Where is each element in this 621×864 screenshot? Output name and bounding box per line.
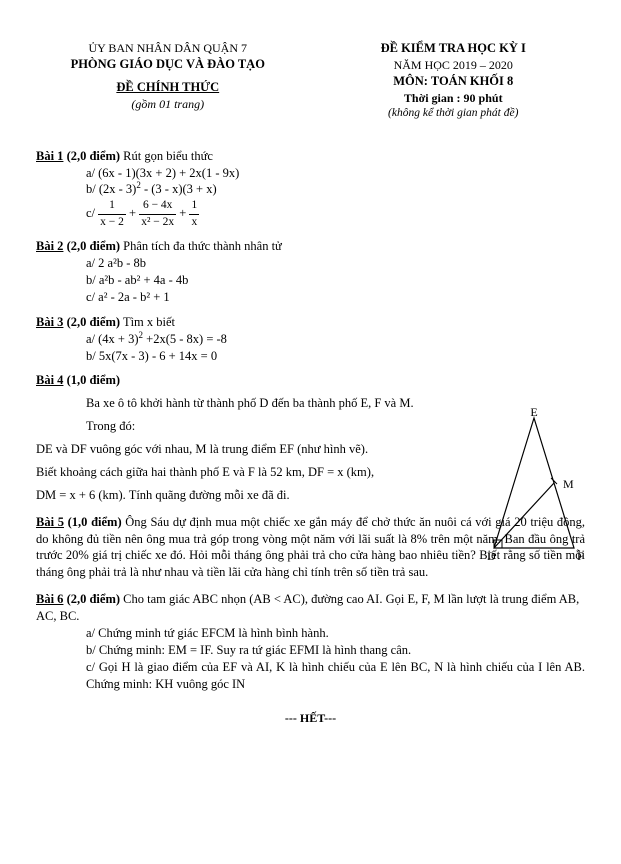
frac-3: 1x: [189, 198, 199, 230]
bai3-b: b/ 5x(7x - 3) - 6 + 14x = 0: [86, 348, 585, 365]
bai1-b-rest: - (3 - x)(3 + x): [141, 182, 217, 196]
bai6-a: a/ Chứng minh tứ giác EFCM là hình bình …: [86, 625, 585, 642]
bai1-b: b/ (2x - 3)2 - (3 - x)(3 + x): [86, 181, 585, 198]
official-label: ĐỀ CHÍNH THỨC: [116, 79, 219, 96]
bai4: Bài 4 (1,0 điểm) Ba xe ô tô khởi hành từ…: [36, 372, 585, 503]
bai4-p3: DE và DF vuông góc với nhau, M là trung …: [36, 441, 476, 458]
bai6-b: b/ Chứng minh: EM = IF. Suy ra tứ giác E…: [86, 642, 585, 659]
exam-page: ỦY BAN NHÂN DÂN QUẬN 7 PHÒNG GIÁO DỤC VÀ…: [0, 0, 621, 747]
school-year: NĂM HỌC 2019 – 2020: [321, 57, 585, 73]
bai3-points: (2,0 điểm): [67, 315, 120, 329]
bai3-prompt: Tìm x biết: [123, 315, 175, 329]
bai2-title: Bài 2: [36, 239, 63, 253]
bai3: Bài 3 (2,0 điểm) Tìm x biết a/ (4x + 3)2…: [36, 314, 585, 365]
end-marker: --- HẾT---: [36, 710, 585, 726]
bai6-title: Bài 6: [36, 592, 63, 606]
bai2-c: c/ a² - 2a - b² + 1: [86, 289, 585, 306]
issuer-line-2: PHÒNG GIÁO DỤC VÀ ĐÀO TẠO: [36, 56, 300, 73]
page-count: (gồm 01 trang): [36, 96, 300, 112]
bai4-p1: Ba xe ô tô khởi hành từ thành phố D đến …: [86, 395, 466, 412]
bai1-b-lhs: b/ (2x - 3): [86, 182, 136, 196]
label-M: M: [563, 477, 574, 491]
duration-note: (không kể thời gian phát đề): [321, 106, 585, 122]
label-E: E: [530, 408, 537, 419]
bai5-title: Bài 5: [36, 515, 64, 529]
bai6-c: c/ Gọi H là giao điểm của EF và AI, K là…: [86, 660, 585, 691]
bai3-a-rest: +2x(5 - 8x) = -8: [143, 332, 227, 346]
bai1-a: a/ (6x - 1)(3x + 2) + 2x(1 - 9x): [86, 165, 585, 182]
bai3-a: a/ (4x + 3)2 +2x(5 - 8x) = -8: [86, 331, 585, 348]
header: ỦY BAN NHÂN DÂN QUẬN 7 PHÒNG GIÁO DỤC VÀ…: [36, 40, 585, 122]
bai2-b: b/ a²b - ab² + 4a - 4b: [86, 272, 585, 289]
issuer-line-1: ỦY BAN NHÂN DÂN QUẬN 7: [36, 40, 300, 56]
bai1: Bài 1 (2,0 điểm) Rút gọn biểu thức a/ (6…: [36, 148, 585, 231]
plus-1: +: [129, 206, 139, 220]
bai1-title: Bài 1: [36, 149, 63, 163]
label-D: D: [487, 549, 496, 563]
bai1-c-label: c/: [86, 206, 98, 220]
exam-title: ĐỀ KIỂM TRA HỌC KỲ I: [321, 40, 585, 57]
bai6: Bài 6 (2,0 điểm) Cho tam giác ABC nhọn (…: [36, 591, 585, 692]
subject: MÔN: TOÁN KHỐI 8: [321, 73, 585, 90]
bai6-c-wrap: c/ Gọi H là giao điểm của EF và AI, K là…: [86, 659, 585, 693]
header-right: ĐỀ KIỂM TRA HỌC KỲ I NĂM HỌC 2019 – 2020…: [321, 40, 585, 122]
bai4-p2: Trong đó:: [86, 418, 466, 435]
header-left: ỦY BAN NHÂN DÂN QUẬN 7 PHÒNG GIÁO DỤC VÀ…: [36, 40, 300, 122]
triangle-figure: E M D F: [479, 408, 589, 568]
bai3-title: Bài 3: [36, 315, 63, 329]
bai4-points: (1,0 điểm): [67, 373, 120, 387]
plus-2: +: [179, 206, 189, 220]
bai2-prompt: Phân tích đa thức thành nhân tử: [123, 239, 282, 253]
bai4-title: Bài 4: [36, 373, 63, 387]
frac-2: 6 − 4xx² − 2x: [139, 198, 176, 230]
label-F: F: [577, 549, 584, 563]
bai5-points: (1,0 điểm): [68, 515, 122, 529]
bai3-a-lhs: a/ (4x + 3): [86, 332, 139, 346]
bai1-points: (2,0 điểm): [67, 149, 120, 163]
frac-1: 1x − 2: [98, 198, 126, 230]
bai4-p5: DM = x + 6 (km). Tính quãng đường mỗi xe…: [36, 487, 476, 504]
bai6-points: (2,0 điểm): [67, 592, 120, 606]
bai2-points: (2,0 điểm): [67, 239, 120, 253]
bai1-c: c/ 1x − 2 + 6 − 4xx² − 2x + 1x: [86, 198, 585, 230]
bai2: Bài 2 (2,0 điểm) Phân tích đa thức thành…: [36, 238, 585, 306]
bai4-p4: Biết khoảng cách giữa hai thành phố E và…: [36, 464, 476, 481]
duration: Thời gian : 90 phút: [321, 90, 585, 106]
bai1-prompt: Rút gọn biểu thức: [123, 149, 213, 163]
bai2-a: a/ 2 a²b - 8b: [86, 255, 585, 272]
